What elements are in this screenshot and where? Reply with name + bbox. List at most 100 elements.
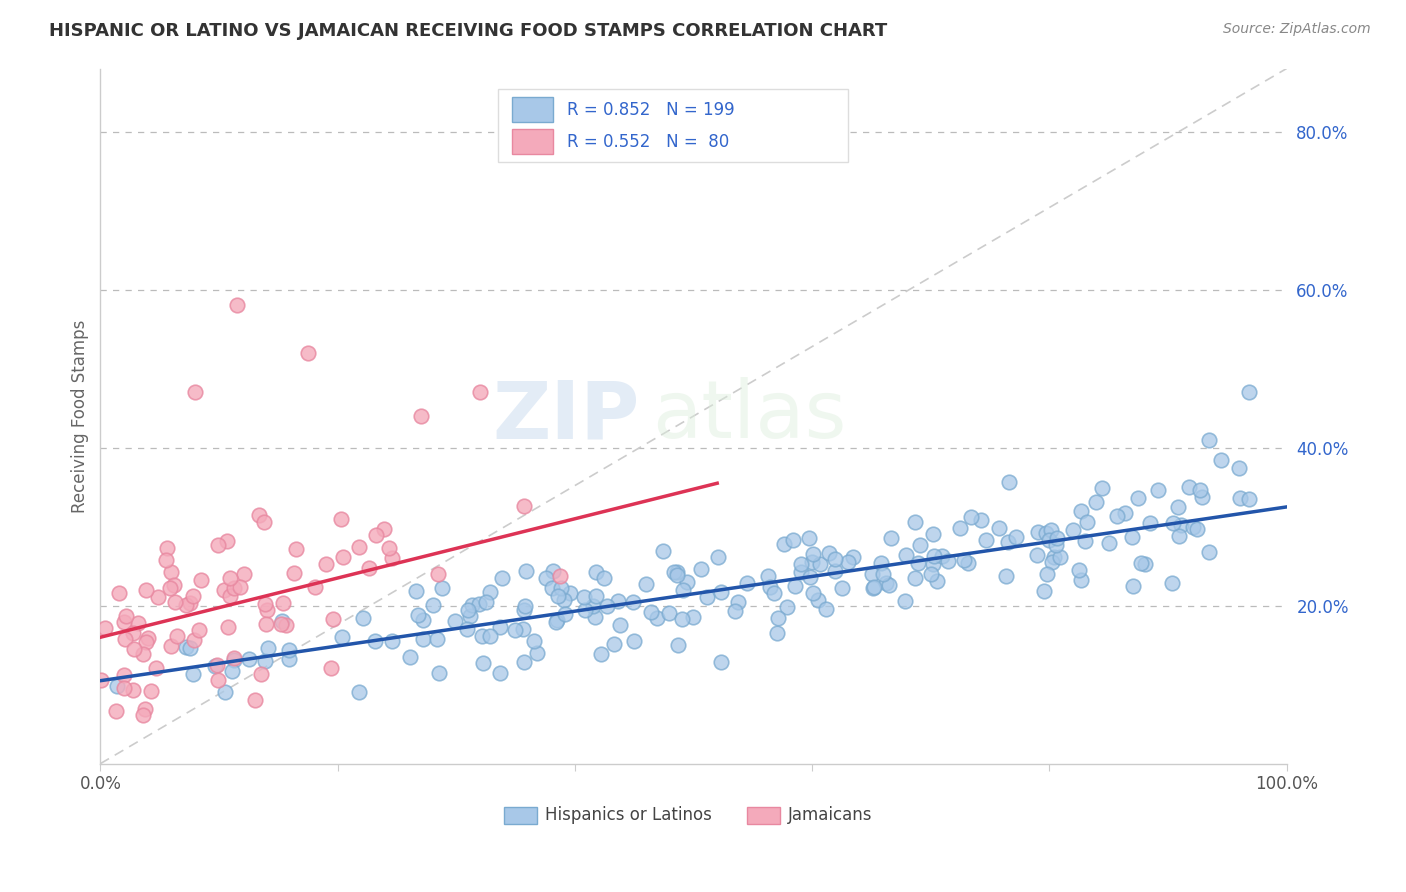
Point [253,515,276,529]
Point [863,580,886,594]
Point [799,532,821,546]
Point [478,585,501,599]
Point [512,622,534,636]
Text: ZIP: ZIP [494,377,640,455]
Point [920,567,942,582]
Point [766,626,789,640]
Point [122,626,145,640]
Point [253,597,276,611]
Point [974,533,997,548]
Point [862,581,884,595]
Point [1097,535,1119,549]
Text: Hispanics or Latinos: Hispanics or Latinos [546,806,711,824]
Point [645,611,668,625]
Point [219,590,242,604]
Point [1139,516,1161,531]
Point [1178,480,1201,494]
Point [207,673,229,687]
Point [908,538,931,552]
Point [997,534,1019,549]
Point [467,597,489,611]
Point [546,613,568,627]
Point [606,594,628,608]
Text: HISPANIC OR LATINO VS JAMAICAN RECEIVING FOOD STAMPS CORRELATION CHART: HISPANIC OR LATINO VS JAMAICAN RECEIVING… [49,22,887,40]
Point [1105,509,1128,524]
Point [1046,531,1069,545]
Point [658,606,681,620]
Point [623,595,645,609]
Text: R = 0.852   N = 199: R = 0.852 N = 199 [567,101,734,119]
Point [1038,533,1060,547]
Point [134,701,156,715]
Point [1167,528,1189,542]
Point [1121,530,1143,544]
Point [970,513,993,527]
Point [352,611,374,625]
Point [994,569,1017,583]
Point [574,590,596,604]
Point [880,531,903,545]
Point [824,552,846,566]
Point [544,615,567,630]
Point [489,665,512,680]
Point [682,609,704,624]
Point [132,708,155,723]
Point [1026,548,1049,562]
Point [547,589,569,603]
Point [690,561,713,575]
Point [609,618,631,632]
Point [904,516,927,530]
Point [222,653,245,667]
Point [807,592,830,607]
Point [112,681,135,695]
Point [790,557,813,571]
Point [1135,557,1157,571]
Point [582,599,605,613]
Point [953,553,976,567]
Point [960,510,983,524]
Point [1074,533,1097,548]
Point [468,385,491,400]
Point [603,637,626,651]
Point [430,581,453,595]
Point [1084,495,1107,509]
Text: atlas: atlas [652,377,846,455]
Point [381,551,404,566]
Point [207,538,229,552]
Point [922,549,945,563]
Point [1122,579,1144,593]
Point [1126,491,1149,506]
Point [112,668,135,682]
Point [378,541,401,555]
Point [558,586,581,600]
Point [184,385,207,400]
Point [332,630,354,644]
Point [471,629,494,643]
Point [222,582,245,596]
Point [461,598,484,612]
Point [1039,524,1062,538]
Point [204,658,226,673]
Point [1026,524,1049,539]
Point [135,635,157,649]
Point [332,549,354,564]
Point [224,650,246,665]
Point [1076,515,1098,529]
Point [179,596,201,610]
Point [875,575,897,590]
Point [872,567,894,582]
Point [409,409,432,423]
Point [256,602,278,616]
Point [148,590,170,604]
Point [136,631,159,645]
Point [1049,549,1071,564]
Point [212,582,235,597]
Point [837,555,859,569]
Point [1170,517,1192,532]
Point [1161,516,1184,530]
Point [783,579,806,593]
Point [1198,544,1220,558]
Point [672,583,695,598]
Point [987,521,1010,535]
Point [155,541,177,556]
